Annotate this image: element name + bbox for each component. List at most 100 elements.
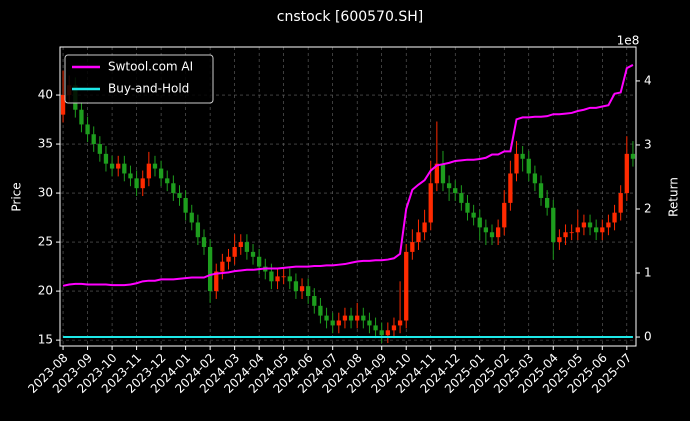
y2-axis-label: Return [667, 177, 681, 217]
candle-body [397, 320, 403, 326]
candle-body [214, 271, 219, 292]
candle-body [428, 183, 433, 223]
candle-body [563, 232, 568, 238]
candle-body [440, 163, 446, 184]
candle-body [91, 134, 96, 145]
candle-body [422, 222, 427, 233]
candle-body [287, 276, 292, 282]
candle-body [257, 256, 262, 267]
candle-body [318, 305, 323, 316]
candle-body [85, 124, 90, 135]
candle-body [330, 320, 335, 326]
candle-body [177, 193, 182, 198]
candle-body [471, 212, 476, 218]
y2-tick-label: 2 [644, 201, 652, 215]
candle-body [281, 276, 286, 278]
candle-body [600, 227, 605, 233]
y2-tick-label: 0 [644, 330, 652, 344]
candle-body [306, 286, 311, 297]
chart-title: cnstock [600570.SH] [277, 9, 423, 25]
y-axis-label: Price [10, 182, 24, 211]
candle-body [103, 153, 109, 164]
candle-body [158, 168, 164, 179]
y2-tick-label: 1 [644, 266, 652, 280]
candle-body [538, 183, 544, 198]
y2-tick-label: 3 [644, 137, 652, 151]
candle-body [348, 315, 354, 321]
candle-body [416, 232, 421, 243]
series-line [62, 64, 634, 287]
candle-body [489, 232, 495, 238]
candle-body [483, 227, 489, 233]
candle-body [152, 163, 158, 169]
candle-body [195, 222, 201, 238]
candle-body [551, 207, 556, 243]
candle-body [299, 286, 305, 292]
candle-body [526, 158, 531, 174]
candle-body [434, 163, 439, 184]
candle-body [379, 330, 384, 336]
candle-body [128, 173, 133, 179]
candle-body [355, 315, 360, 321]
candle-body [508, 173, 513, 203]
candle-body [361, 315, 366, 321]
candle-body [594, 227, 599, 233]
candle-body [165, 178, 170, 184]
candle-body [391, 325, 397, 331]
candle-body [477, 217, 482, 228]
candle-body [201, 237, 207, 247]
candle-body [189, 212, 194, 223]
y2-tick-label: 4 [644, 73, 652, 87]
candle-body [459, 193, 464, 203]
candle-body [502, 202, 507, 228]
candle-body [226, 256, 231, 262]
axis-offset: 1e8 [617, 34, 640, 48]
candle-body [60, 95, 66, 115]
candle-body [275, 276, 280, 282]
candle-body [557, 237, 562, 243]
candle-body [97, 144, 102, 154]
candle-body [207, 246, 213, 292]
candle-body [410, 242, 415, 252]
y-tick-label: 30 [38, 186, 53, 200]
y-tick-label: 35 [38, 137, 53, 151]
candle-body [342, 315, 348, 321]
candle-body [624, 153, 629, 194]
candle-body [250, 251, 256, 257]
candle-body [146, 163, 151, 179]
candle-body [606, 222, 611, 228]
candle-body [244, 242, 250, 252]
candle-body [569, 232, 574, 234]
candle-body [269, 271, 274, 282]
candle-body [514, 153, 519, 174]
candle-body [324, 315, 329, 321]
candle-body [404, 251, 409, 321]
candle-body [520, 153, 525, 159]
candle-body [587, 222, 593, 228]
candle-body [79, 109, 84, 125]
y-tick-label: 20 [38, 284, 53, 298]
candle-body [612, 212, 617, 223]
candle-body [109, 163, 115, 169]
candle-body [373, 325, 378, 331]
candle-body [336, 320, 341, 326]
legend-label: Swtool.com AI [108, 60, 193, 74]
candle-body [575, 227, 580, 233]
candle-body [232, 246, 237, 257]
legend-box [64, 54, 214, 104]
candle-body [495, 227, 501, 238]
plot-frame [59, 46, 637, 347]
candle-body [122, 163, 127, 174]
candle-body [630, 153, 636, 159]
candle-body [183, 197, 188, 213]
candle-body [385, 330, 390, 336]
candle-body [134, 178, 139, 189]
candle-body [293, 281, 299, 292]
y-tick-label: 15 [38, 333, 53, 347]
candle-body [446, 183, 452, 189]
candle-body [532, 173, 538, 184]
candle-body [171, 183, 176, 194]
legend-label: Buy-and-Hold [108, 82, 189, 96]
y-tick-label: 40 [38, 88, 53, 102]
